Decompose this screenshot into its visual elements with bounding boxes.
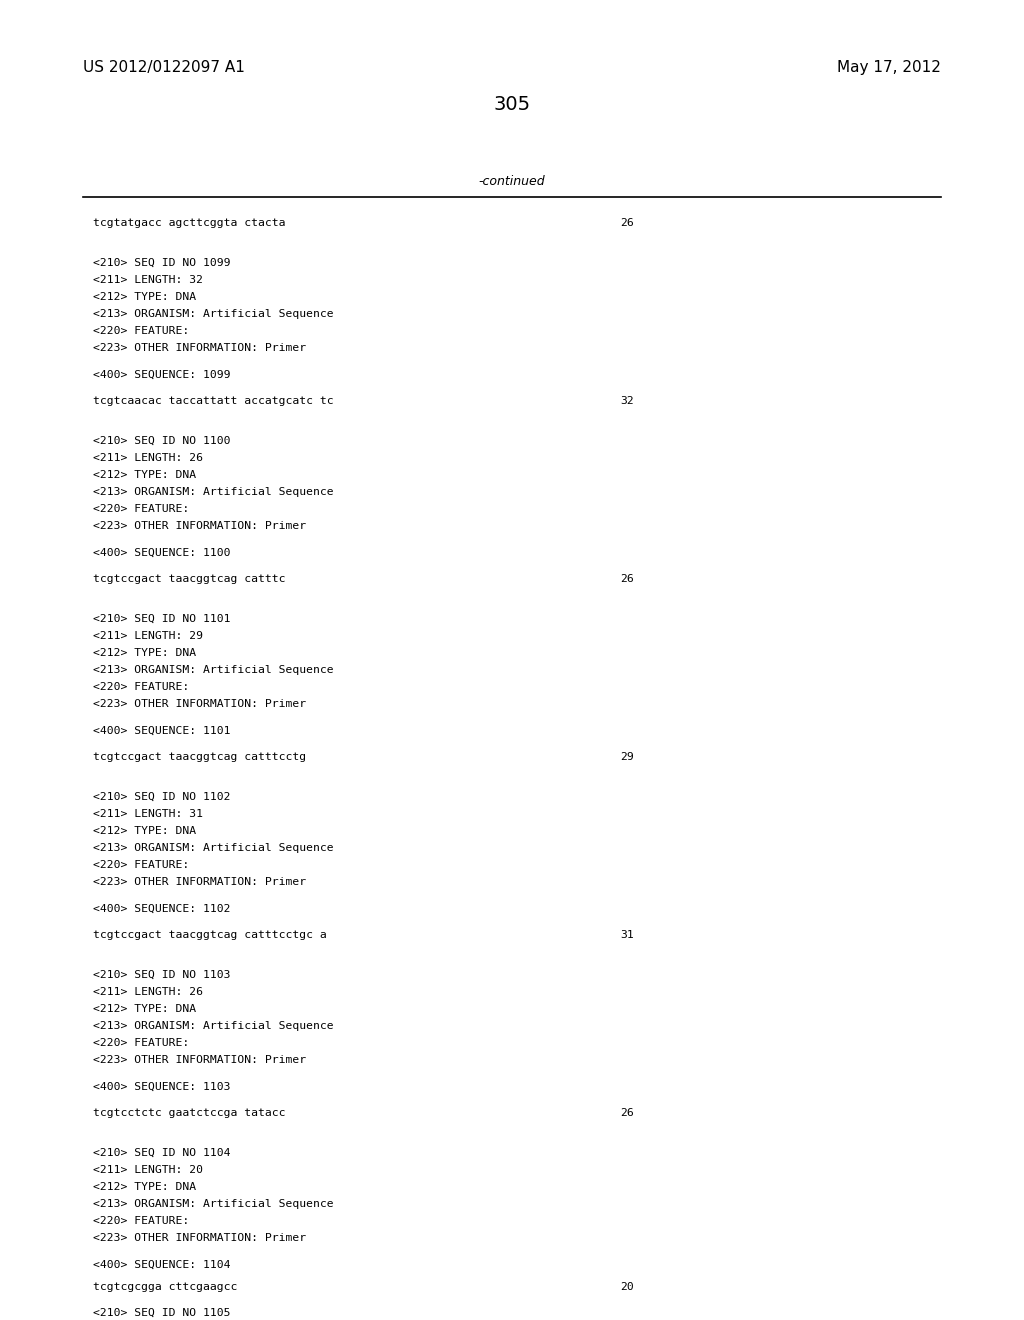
Text: <220> FEATURE:: <220> FEATURE:	[93, 682, 189, 692]
Text: <213> ORGANISM: Artificial Sequence: <213> ORGANISM: Artificial Sequence	[93, 1020, 334, 1031]
Text: <212> TYPE: DNA: <212> TYPE: DNA	[93, 826, 197, 836]
Text: 26: 26	[620, 218, 634, 228]
Text: <212> TYPE: DNA: <212> TYPE: DNA	[93, 1181, 197, 1192]
Text: <211> LENGTH: 26: <211> LENGTH: 26	[93, 987, 203, 997]
Text: <212> TYPE: DNA: <212> TYPE: DNA	[93, 648, 197, 657]
Text: <220> FEATURE:: <220> FEATURE:	[93, 326, 189, 337]
Text: 29: 29	[620, 752, 634, 762]
Text: <400> SEQUENCE: 1102: <400> SEQUENCE: 1102	[93, 904, 230, 913]
Text: 20: 20	[620, 1282, 634, 1292]
Text: <223> OTHER INFORMATION: Primer: <223> OTHER INFORMATION: Primer	[93, 876, 306, 887]
Text: <400> SEQUENCE: 1100: <400> SEQUENCE: 1100	[93, 548, 230, 558]
Text: 31: 31	[620, 931, 634, 940]
Text: tcgtcaacac taccattatt accatgcatc tc: tcgtcaacac taccattatt accatgcatc tc	[93, 396, 334, 407]
Text: <220> FEATURE:: <220> FEATURE:	[93, 1216, 189, 1226]
Text: <210> SEQ ID NO 1103: <210> SEQ ID NO 1103	[93, 970, 230, 979]
Text: <210> SEQ ID NO 1104: <210> SEQ ID NO 1104	[93, 1148, 230, 1158]
Text: <211> LENGTH: 31: <211> LENGTH: 31	[93, 809, 203, 818]
Text: <210> SEQ ID NO 1099: <210> SEQ ID NO 1099	[93, 257, 230, 268]
Text: <213> ORGANISM: Artificial Sequence: <213> ORGANISM: Artificial Sequence	[93, 309, 334, 319]
Text: <223> OTHER INFORMATION: Primer: <223> OTHER INFORMATION: Primer	[93, 700, 306, 709]
Text: <211> LENGTH: 32: <211> LENGTH: 32	[93, 275, 203, 285]
Text: <400> SEQUENCE: 1099: <400> SEQUENCE: 1099	[93, 370, 230, 380]
Text: <212> TYPE: DNA: <212> TYPE: DNA	[93, 1005, 197, 1014]
Text: <220> FEATURE:: <220> FEATURE:	[93, 1038, 189, 1048]
Text: <213> ORGANISM: Artificial Sequence: <213> ORGANISM: Artificial Sequence	[93, 1199, 334, 1209]
Text: tcgtatgacc agcttcggta ctacta: tcgtatgacc agcttcggta ctacta	[93, 218, 286, 228]
Text: <223> OTHER INFORMATION: Primer: <223> OTHER INFORMATION: Primer	[93, 343, 306, 352]
Text: tcgtcgcgga cttcgaagcc: tcgtcgcgga cttcgaagcc	[93, 1282, 238, 1292]
Text: <212> TYPE: DNA: <212> TYPE: DNA	[93, 470, 197, 480]
Text: <210> SEQ ID NO 1101: <210> SEQ ID NO 1101	[93, 614, 230, 624]
Text: <211> LENGTH: 29: <211> LENGTH: 29	[93, 631, 203, 642]
Text: US 2012/0122097 A1: US 2012/0122097 A1	[83, 59, 245, 75]
Text: tcgtccgact taacggtcag catttcctgc a: tcgtccgact taacggtcag catttcctgc a	[93, 931, 327, 940]
Text: <223> OTHER INFORMATION: Primer: <223> OTHER INFORMATION: Primer	[93, 1055, 306, 1065]
Text: <213> ORGANISM: Artificial Sequence: <213> ORGANISM: Artificial Sequence	[93, 665, 334, 675]
Text: <223> OTHER INFORMATION: Primer: <223> OTHER INFORMATION: Primer	[93, 521, 306, 531]
Text: <400> SEQUENCE: 1103: <400> SEQUENCE: 1103	[93, 1082, 230, 1092]
Text: <223> OTHER INFORMATION: Primer: <223> OTHER INFORMATION: Primer	[93, 1233, 306, 1243]
Text: tcgtcctctc gaatctccga tatacc: tcgtcctctc gaatctccga tatacc	[93, 1107, 286, 1118]
Text: <210> SEQ ID NO 1100: <210> SEQ ID NO 1100	[93, 436, 230, 446]
Text: 305: 305	[494, 95, 530, 114]
Text: 32: 32	[620, 396, 634, 407]
Text: <400> SEQUENCE: 1101: <400> SEQUENCE: 1101	[93, 726, 230, 737]
Text: <211> LENGTH: 26: <211> LENGTH: 26	[93, 453, 203, 463]
Text: <220> FEATURE:: <220> FEATURE:	[93, 861, 189, 870]
Text: 26: 26	[620, 1107, 634, 1118]
Text: 26: 26	[620, 574, 634, 583]
Text: <211> LENGTH: 20: <211> LENGTH: 20	[93, 1166, 203, 1175]
Text: -continued: -continued	[478, 176, 546, 187]
Text: tcgtccgact taacggtcag catttc: tcgtccgact taacggtcag catttc	[93, 574, 286, 583]
Text: tcgtccgact taacggtcag catttcctg: tcgtccgact taacggtcag catttcctg	[93, 752, 306, 762]
Text: <210> SEQ ID NO 1105: <210> SEQ ID NO 1105	[93, 1308, 230, 1317]
Text: <210> SEQ ID NO 1102: <210> SEQ ID NO 1102	[93, 792, 230, 803]
Text: May 17, 2012: May 17, 2012	[838, 59, 941, 75]
Text: <213> ORGANISM: Artificial Sequence: <213> ORGANISM: Artificial Sequence	[93, 843, 334, 853]
Text: <213> ORGANISM: Artificial Sequence: <213> ORGANISM: Artificial Sequence	[93, 487, 334, 498]
Text: <212> TYPE: DNA: <212> TYPE: DNA	[93, 292, 197, 302]
Text: <400> SEQUENCE: 1104: <400> SEQUENCE: 1104	[93, 1261, 230, 1270]
Text: <220> FEATURE:: <220> FEATURE:	[93, 504, 189, 513]
